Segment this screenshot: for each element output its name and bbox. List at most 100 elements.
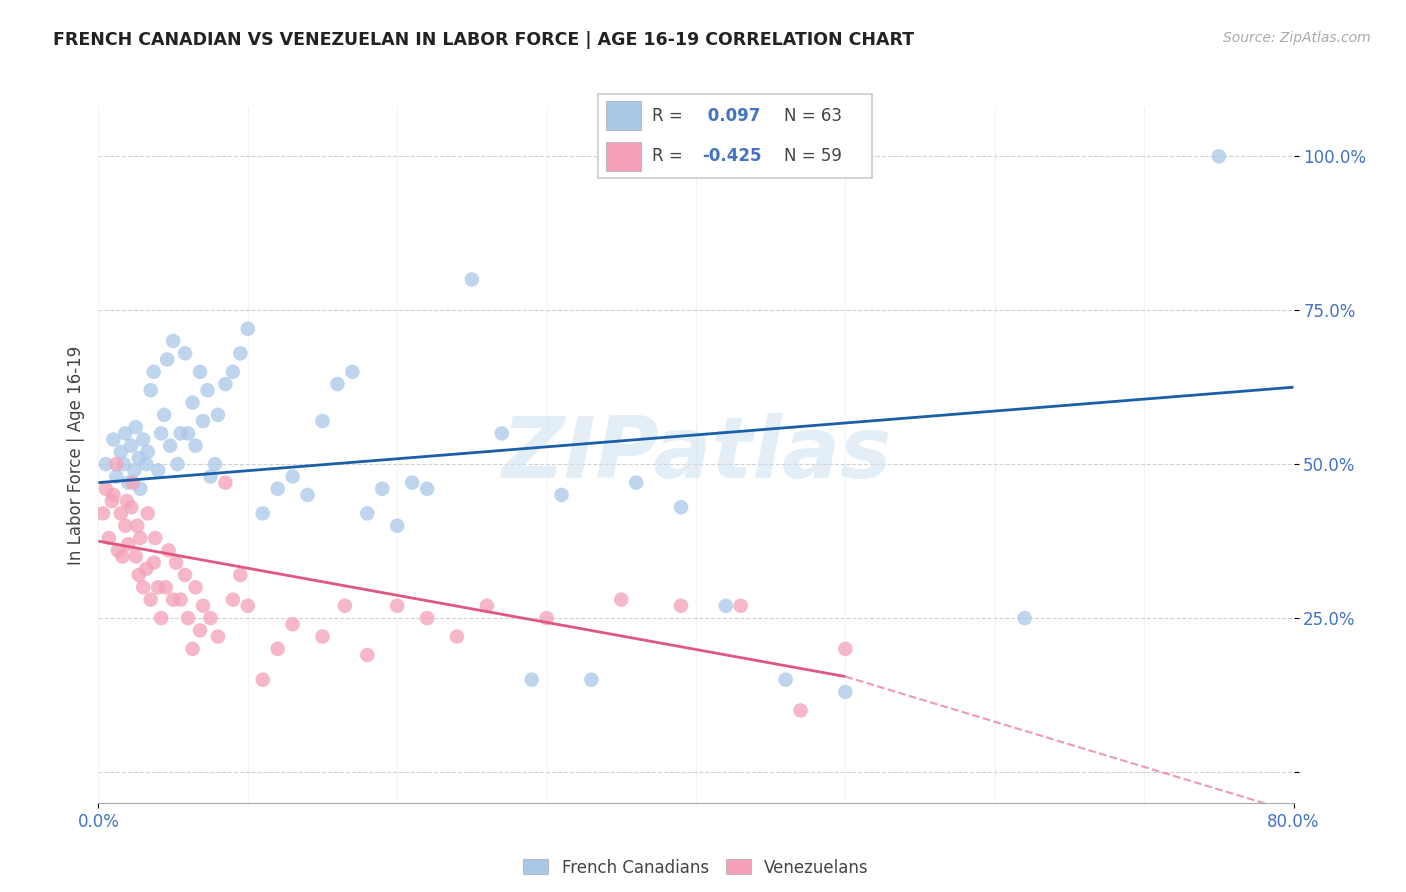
Point [105,457,128,471]
Point [117,537,139,551]
Point [356,648,378,662]
Point [222,592,245,607]
Point [121,475,143,490]
Point [624,475,647,490]
Point [181,395,204,409]
Point [730,599,752,613]
Point [834,641,856,656]
Point [91,507,114,521]
Point [385,599,409,613]
Point [165,556,187,570]
Point [166,457,188,471]
Point [184,580,207,594]
Point [267,482,290,496]
Y-axis label: In Labor Force | Age 16-19: In Labor Force | Age 16-19 [66,345,84,565]
Point [128,450,150,465]
Point [139,384,162,398]
Point [169,592,191,607]
Point [536,611,558,625]
Point [162,592,184,607]
Text: -0.425: -0.425 [702,147,761,165]
Point [188,365,211,379]
Point [356,507,378,521]
Point [110,507,132,521]
Point [236,599,259,613]
Point [120,439,142,453]
Point [184,439,207,453]
Point [177,611,200,625]
Point [148,580,170,594]
Point [129,531,152,545]
Point [775,673,797,687]
Text: FRENCH CANADIAN VS VENEZUELAN IN LABOR FORCE | AGE 16-19 CORRELATION CHART: FRENCH CANADIAN VS VENEZUELAN IN LABOR F… [53,31,914,49]
Point [124,463,146,477]
Point [125,420,148,434]
Point [267,641,290,656]
Point [669,500,692,515]
Point [132,580,155,594]
Point [200,469,222,483]
Point [136,445,159,459]
Point [94,482,117,496]
Point [191,599,214,613]
Point [475,599,498,613]
Point [114,426,136,441]
Point [174,568,197,582]
Point [101,494,124,508]
Point [207,630,229,644]
Point [143,531,166,545]
Point [461,272,484,286]
Text: ZIPatlas: ZIPatlas [501,413,891,497]
Point [148,463,170,477]
Point [128,568,150,582]
Point [111,549,134,564]
Point [229,346,252,360]
Point [416,611,439,625]
Point [120,500,142,515]
Point [135,562,157,576]
Text: N = 63: N = 63 [785,107,842,125]
Point [150,611,173,625]
Point [207,408,229,422]
Point [197,384,219,398]
Point [97,531,120,545]
Point [214,475,236,490]
FancyBboxPatch shape [606,102,641,130]
Point [229,568,252,582]
Point [94,457,117,471]
Point [1014,611,1036,625]
Point [112,457,135,471]
Point [214,377,236,392]
Point [156,352,179,367]
Point [342,365,364,379]
Point [326,377,349,392]
Point [1208,149,1230,163]
Point [103,488,125,502]
Point [204,457,226,471]
Point [107,543,129,558]
Point [491,426,513,441]
Point [153,408,176,422]
Text: N = 59: N = 59 [785,147,842,165]
Text: R =: R = [652,107,683,125]
Point [159,439,181,453]
Point [446,630,468,644]
Point [139,592,162,607]
Point [129,482,152,496]
Point [155,580,177,594]
Point [162,334,184,348]
Point [174,346,197,360]
Point [115,494,138,508]
Legend: French Canadians, Venezuelans: French Canadians, Venezuelans [515,850,877,885]
Point [714,599,737,613]
Point [191,414,214,428]
Point [136,507,159,521]
FancyBboxPatch shape [606,142,641,170]
Point [200,611,222,625]
Text: Source: ZipAtlas.com: Source: ZipAtlas.com [1223,31,1371,45]
Point [789,703,811,717]
Point [371,482,394,496]
Point [311,414,333,428]
Point [110,445,132,459]
Point [252,673,274,687]
